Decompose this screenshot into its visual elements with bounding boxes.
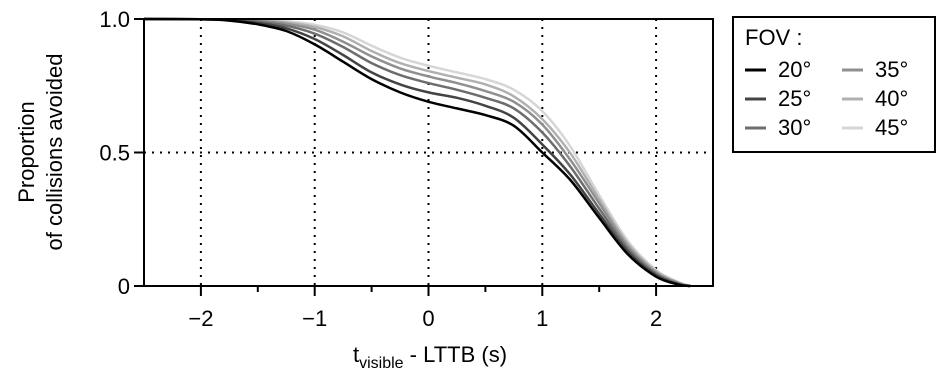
legend-items: 20° 25° 30° 35° 40° 45° [745,57,908,140]
y-axis-title-line2: of collisions avoided [42,54,67,251]
y-tick-label: 0 [118,274,130,299]
legend-title: FOV : [745,25,802,50]
legend-label: 35° [875,57,908,82]
legend: FOV : 20° 25° 30° 35° 40° 45° [732,16,936,153]
legend-label: 30° [778,115,811,140]
legend-box [732,16,936,153]
series-line [143,17,691,288]
x-axis-title: tvisible - LTTB (s) [353,342,507,372]
legend-label: 45° [875,115,908,140]
y-axis-title-line1: Proportion [14,101,39,203]
x-tick-label: −2 [188,306,213,331]
x-tick-label: −1 [302,306,327,331]
legend-label: 20° [778,57,811,82]
y-tick-label: 1.0 [99,7,130,32]
y-tick-label: 0.5 [99,141,130,166]
series-lines [143,17,691,288]
x-tick-label: 0 [422,306,434,331]
x-tick-label: 1 [536,306,548,331]
series-line [143,17,691,288]
legend-label: 25° [778,86,811,111]
legend-label: 40° [875,86,908,111]
x-tick-label: 2 [650,306,662,331]
y-axis: 0 0.5 1.0 [99,7,144,299]
series-line [143,17,691,288]
x-axis: −2 −1 0 1 2 [188,286,662,331]
